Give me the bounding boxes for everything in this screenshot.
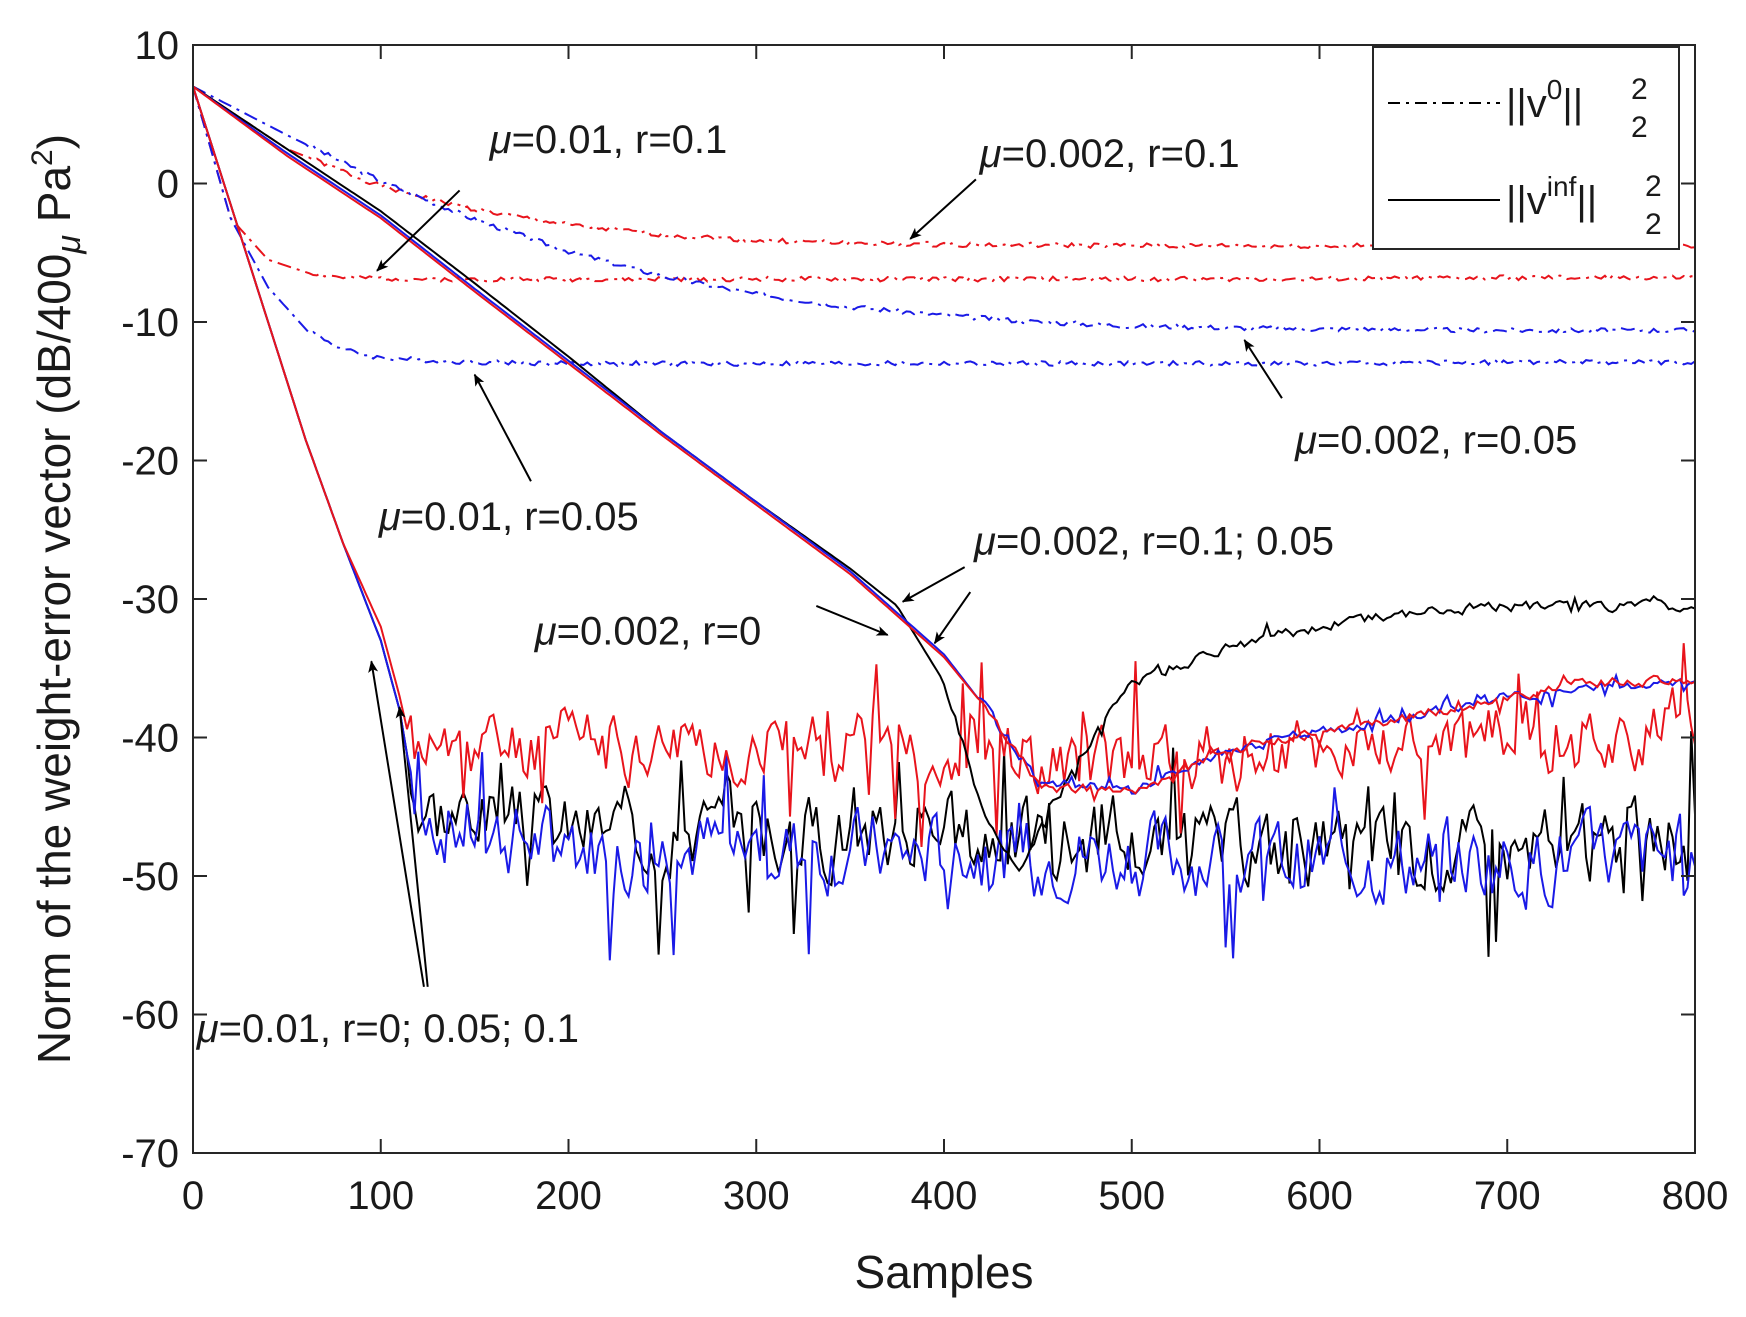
annotation-arrow [901, 566, 966, 603]
annotation-label: μ=0.002, r=0.1; 0.05 [973, 520, 1334, 564]
annotation-text: =0.002, r=0 [557, 610, 762, 654]
y-tick-label: -50 [121, 855, 179, 899]
annotation-arrow [395, 706, 429, 987]
annotation-label: μ=0.01, r=0.05 [378, 495, 639, 539]
series-line [193, 86, 1695, 961]
legend-v0-sub: 2 [1631, 111, 1648, 144]
y-axis-title: Norm of the weight-error vector (dB/400μ… [26, 134, 88, 1064]
annotation-text: =0.01, r=0.05 [401, 495, 639, 539]
series-line [193, 85, 1695, 795]
annotation-mu: μ [973, 520, 996, 564]
annotation-arrow [376, 189, 461, 272]
annotation-arrow [1243, 339, 1283, 399]
x-tick-label: 200 [535, 1174, 602, 1218]
annotation-label: μ=0.01, r=0; 0.05; 0.1 [196, 1007, 579, 1051]
x-axis-title: Samples [855, 1246, 1034, 1298]
annotation-arrow [815, 604, 889, 636]
y-axis-title-unit: Pa [28, 166, 80, 235]
y-tick-label: -40 [121, 717, 179, 761]
legend-label-vinf: ||vinf|| 2 2 [1506, 170, 1662, 241]
series-line [193, 86, 1695, 284]
y-tick-label: -20 [121, 440, 179, 484]
annotation-mu: μ [196, 1007, 219, 1051]
annotation-mu: μ [378, 495, 401, 539]
x-tick-label: 700 [1474, 1174, 1541, 1218]
legend: ||v0||22 ||vinf||22 [1372, 46, 1680, 250]
legend-vinf-sub: 2 [1645, 208, 1662, 241]
x-tick-label: 600 [1286, 1174, 1353, 1218]
legend-vinf-sup: inf [1547, 171, 1577, 202]
annotation-text: =0.002, r=0.1; 0.05 [996, 520, 1334, 564]
legend-vinf-close: || [1576, 179, 1597, 223]
series-line [193, 86, 1695, 368]
legend-v0-sup2: 2 [1631, 73, 1648, 106]
annotation-arrow [473, 373, 532, 482]
y-axis-title-close: ) [28, 134, 80, 149]
y-tick-label: -60 [121, 994, 179, 1038]
x-tick-label: 800 [1662, 1174, 1729, 1218]
y-tick-label: -10 [121, 301, 179, 345]
x-tick-label: 300 [723, 1174, 790, 1218]
x-tick-label: 500 [1098, 1174, 1165, 1218]
y-axis-title-main: Norm of the weight-error vector (dB/400 [28, 254, 80, 1064]
tick-layer: 0 100 200 300 400 500 600 700 800-70-60-50-40-30… [121, 24, 1728, 1218]
annotation-label: μ=0.01, r=0.1 [489, 118, 728, 162]
y-tick-label: -30 [121, 578, 179, 622]
legend-v0-sup: 0 [1547, 74, 1563, 105]
annotation-text: =0.002, r=0.1 [1002, 132, 1240, 176]
series-line [193, 86, 1695, 957]
annotation-mu: μ [1294, 419, 1317, 463]
legend-v0-base: ||v [1506, 82, 1547, 126]
annotation-text: =0.002, r=0.05 [1317, 419, 1577, 463]
y-tick-label: 10 [135, 24, 180, 68]
annotation-mu: μ [979, 132, 1002, 176]
legend-box [1372, 46, 1680, 250]
annotation-arrow [933, 591, 972, 645]
y-tick-label: -70 [121, 1132, 179, 1176]
legend-vinf-sup2: 2 [1645, 170, 1662, 203]
annotation-text: =0.01, r=0.1 [512, 118, 728, 162]
annotation-label: μ=0.002, r=0.05 [1294, 419, 1577, 463]
y-axis-title-exp: 2 [26, 149, 59, 166]
legend-vinf-base: ||v [1506, 179, 1547, 223]
x-tick-label: 100 [347, 1174, 414, 1218]
x-tick-label: 400 [911, 1174, 978, 1218]
annotation-layer: μ=0.01, r=0.1 μ=0.002, r=0.1μ=0.01, r=0.0… [196, 118, 1577, 1051]
y-axis-title-mu: μ [50, 235, 88, 255]
series-layer [193, 85, 1695, 961]
y-tick-label: 0 [157, 163, 179, 207]
annotation-mu: μ [534, 610, 557, 654]
series-line [193, 86, 1695, 847]
annotation-arrow [909, 178, 977, 240]
series-line [193, 85, 1695, 334]
series-line [193, 85, 1695, 250]
series-line [193, 85, 1695, 873]
annotation-arrow [368, 660, 425, 987]
series-line [193, 85, 1695, 804]
legend-v0-close: || [1562, 82, 1583, 126]
annotation-label: μ=0.002, r=0.1 [979, 132, 1240, 176]
annotation-mu: μ [489, 118, 512, 162]
legend-label-v0: ||v0|| 2 2 [1506, 73, 1648, 144]
annotation-label: μ=0.002, r=0 [534, 610, 762, 654]
annotation-text: =0.01, r=0; 0.05; 0.1 [219, 1007, 579, 1051]
x-tick-label: 0 [182, 1174, 204, 1218]
